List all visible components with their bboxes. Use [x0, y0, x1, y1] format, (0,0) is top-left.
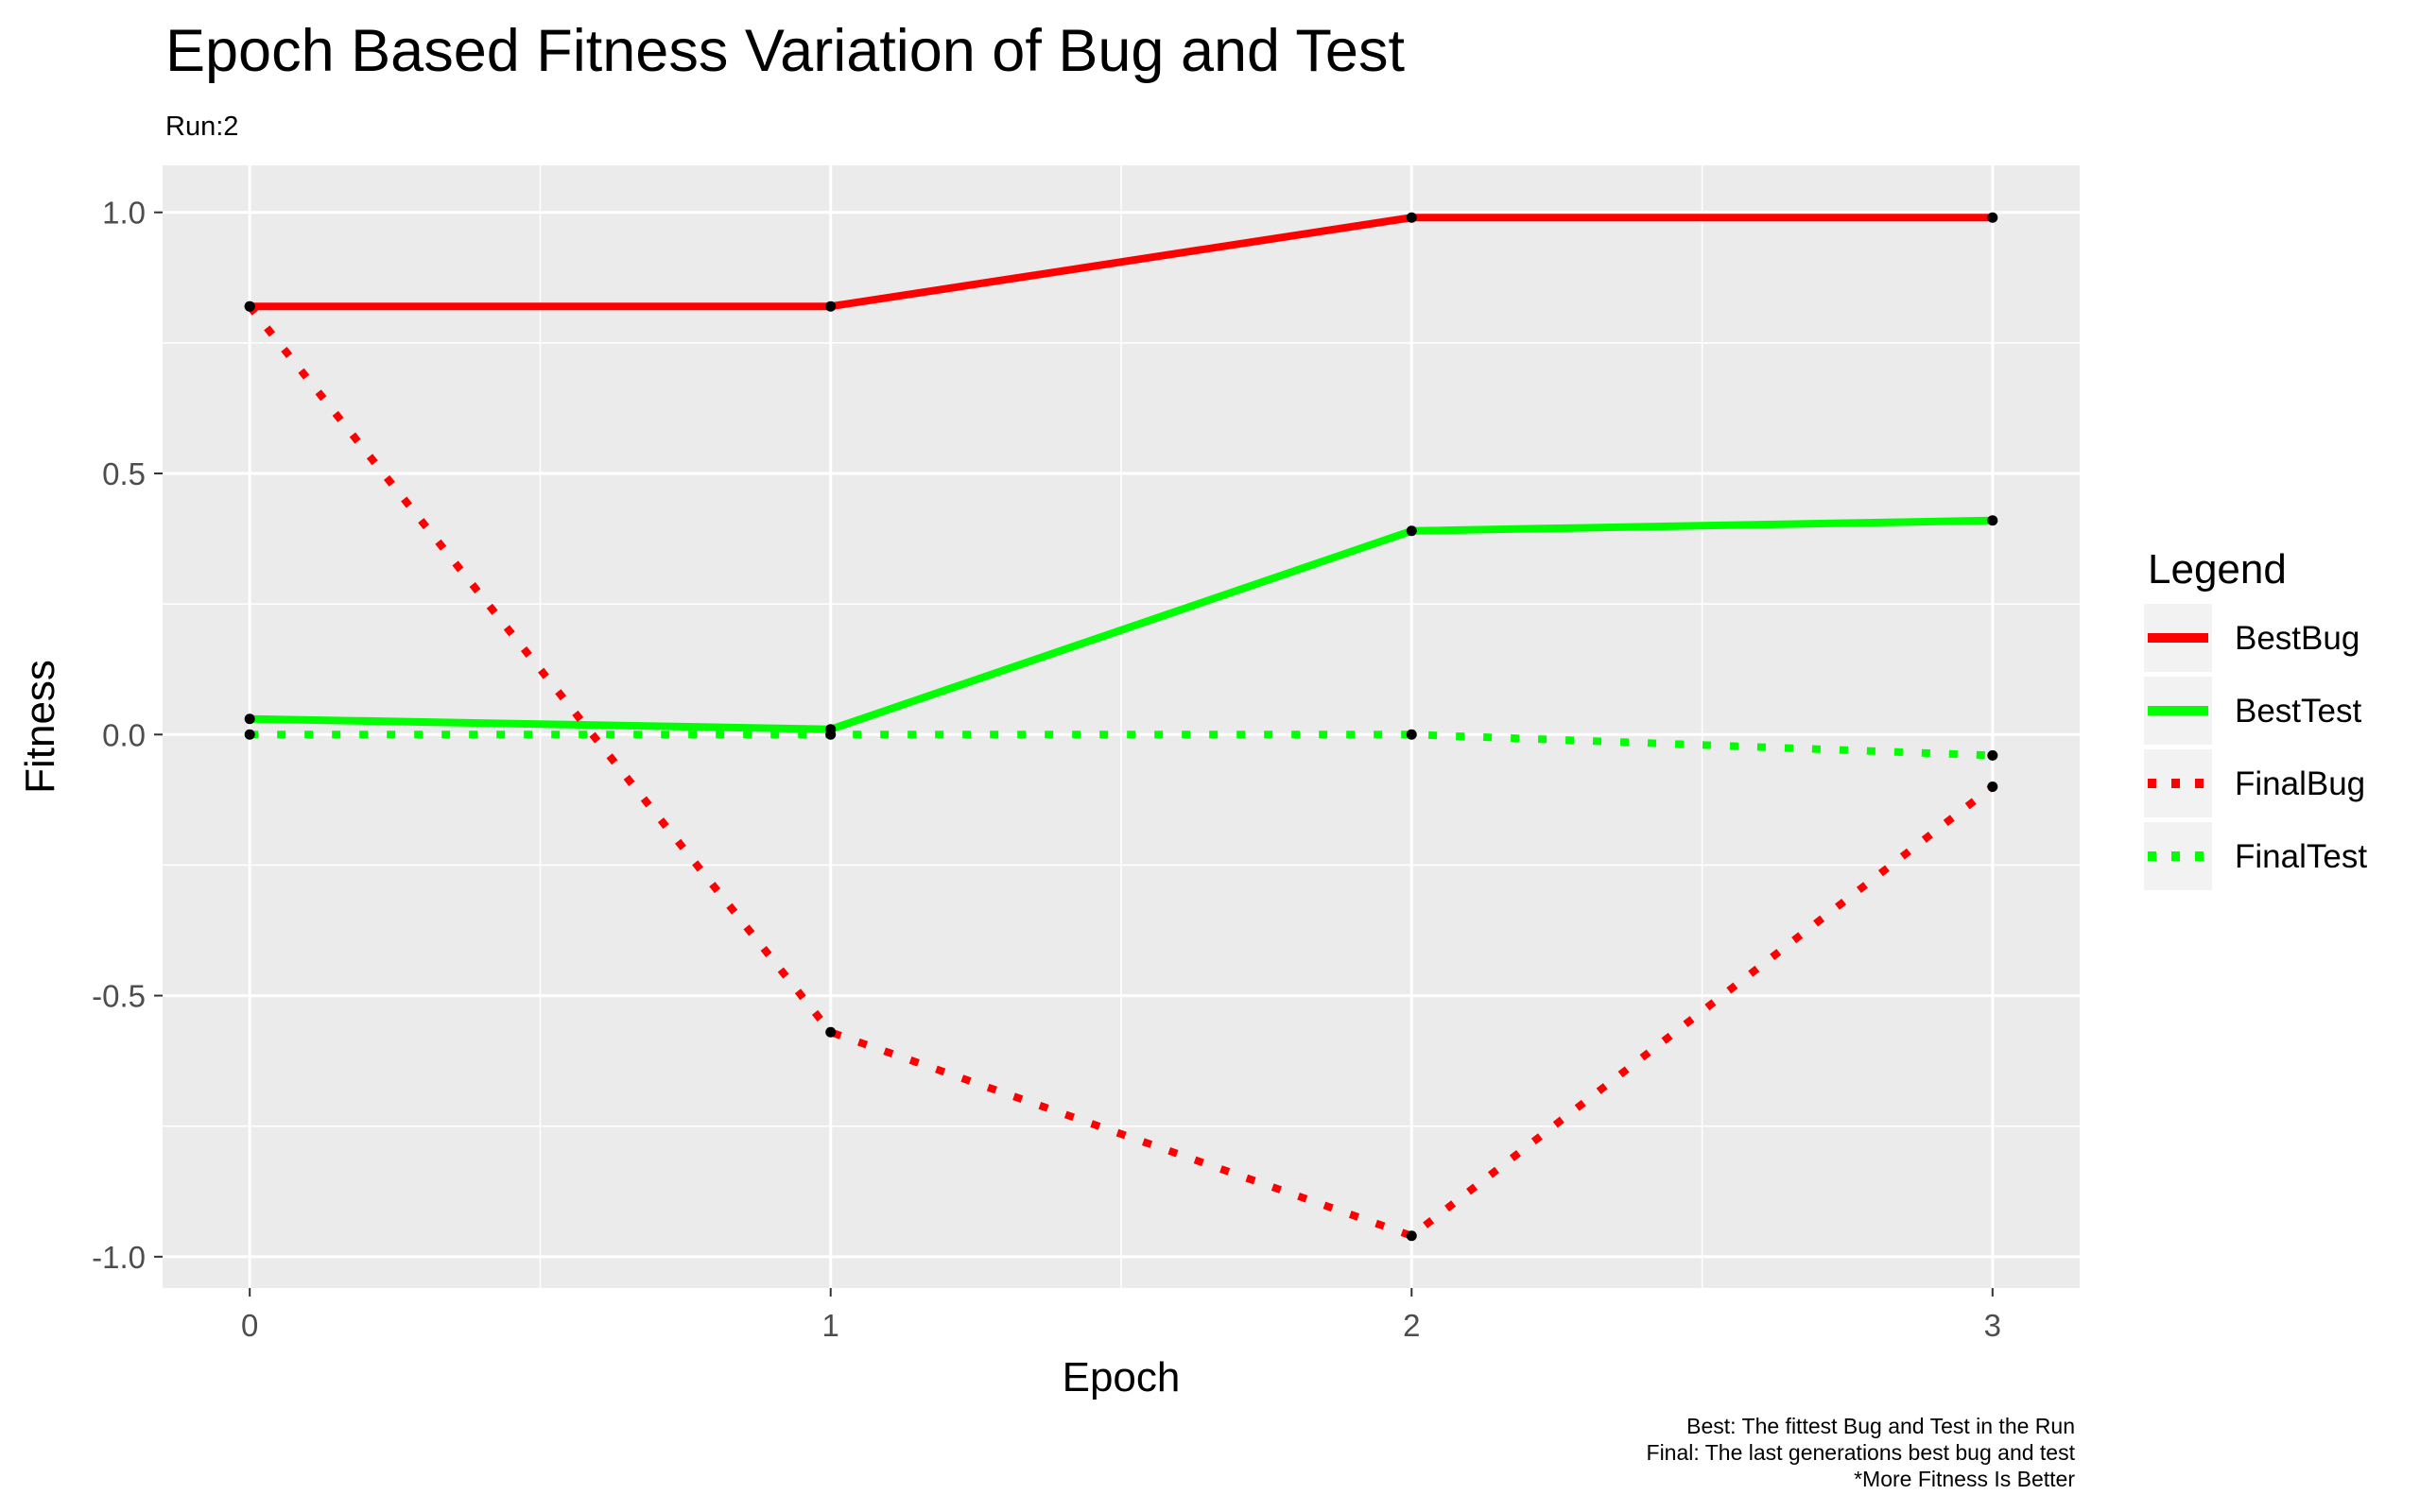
data-point-besttest	[244, 713, 255, 725]
series-line-bestbug	[250, 214, 1993, 311]
legend-label-finalbug: FinalBug	[2235, 765, 2365, 802]
legend-title: Legend	[2148, 546, 2287, 593]
axis-ticks: 0 1 2 3 -1.0 -0.5 0.0 0.5 1.0	[92, 196, 2001, 1343]
data-point-finaltest	[244, 729, 255, 740]
data-point-finalbug	[1406, 1230, 1417, 1242]
data-point-finaltest	[1406, 729, 1417, 740]
caption-line-3: *More Fitness Is Better	[1854, 1467, 2075, 1491]
minor-gridlines	[163, 165, 2080, 1288]
series-lines	[247, 214, 1996, 1240]
x-tick-label: 0	[241, 1308, 258, 1343]
x-tick-label: 1	[822, 1308, 839, 1343]
chart-subtitle: Run:2	[165, 112, 238, 142]
data-point-besttest	[1406, 525, 1417, 537]
legend-label-finaltest: FinalTest	[2235, 838, 2367, 875]
caption-line-1: Best: The fittest Bug and Test in the Ru…	[1686, 1414, 2075, 1438]
x-tick-label: 2	[1403, 1308, 1420, 1343]
y-tick-label: -0.5	[92, 979, 146, 1014]
x-tick-label: 3	[1984, 1308, 2001, 1343]
y-tick-label: 0.0	[102, 717, 146, 752]
y-axis-title: Fitness	[17, 660, 63, 794]
data-point-finaltest	[825, 729, 837, 740]
y-tick-label: 1.0	[102, 196, 146, 231]
y-tick-label: 0.5	[102, 456, 146, 491]
data-points	[244, 212, 1998, 1242]
data-point-finalbug	[244, 301, 255, 312]
data-point-bestbug	[1987, 212, 1998, 223]
data-point-bestbug	[825, 301, 837, 312]
data-point-besttest	[1987, 515, 1998, 526]
data-point-finalbug	[1987, 782, 1998, 793]
series-line-besttest	[250, 516, 1993, 733]
x-axis-title: Epoch	[1063, 1354, 1181, 1400]
legend-label-besttest: BestTest	[2235, 693, 2361, 730]
data-point-bestbug	[1406, 212, 1417, 223]
caption-line-2: Final: The last generations best bug and…	[1647, 1440, 2076, 1465]
chart-title: Epoch Based Fitness Variation of Bug and…	[165, 18, 1405, 84]
legend-label-bestbug: BestBug	[2235, 620, 2360, 657]
data-point-finaltest	[1987, 749, 1998, 761]
legend: Legend BestBug BestTest FinalBug FinalTest	[2144, 546, 2367, 890]
series-line-finalbug	[247, 303, 1996, 1240]
data-point-finalbug	[825, 1026, 837, 1038]
major-gridlines	[163, 165, 2080, 1288]
caption: Best: The fittest Bug and Test in the Ru…	[1647, 1414, 2076, 1491]
y-tick-label: -1.0	[92, 1240, 146, 1275]
